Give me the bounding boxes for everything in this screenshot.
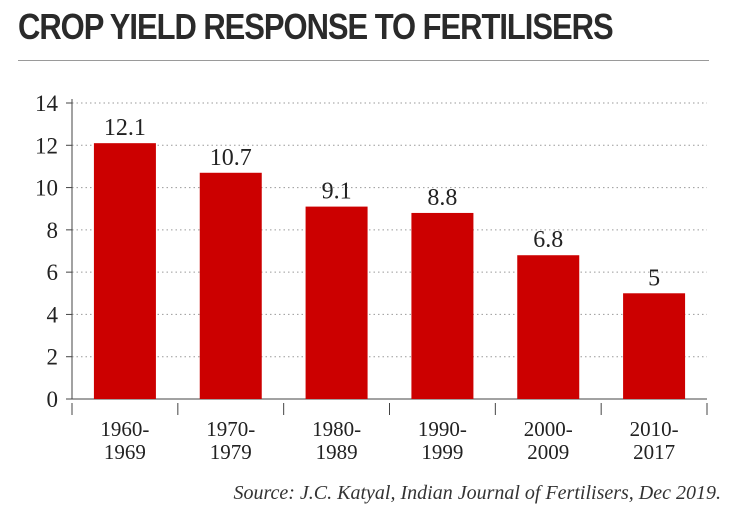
- y-tick-label: 10: [35, 176, 58, 201]
- x-category-label: 1960-: [100, 417, 149, 441]
- x-category-label: 1980-: [312, 417, 361, 441]
- y-tick-label: 4: [47, 302, 59, 327]
- bar: [93, 143, 156, 399]
- y-tick-label: 12: [35, 133, 58, 158]
- bar: [623, 293, 686, 399]
- source-note: Source: J.C. Katyal, Indian Journal of F…: [233, 482, 721, 504]
- bar-value-label: 12.1: [104, 115, 146, 141]
- bar-value-label: 5: [648, 265, 660, 291]
- bars: [93, 143, 686, 399]
- x-category-label: 1979: [210, 440, 252, 464]
- bar: [199, 172, 262, 399]
- bar-value-label: 10.7: [210, 145, 252, 171]
- y-tick-label: 0: [47, 387, 59, 412]
- bar: [411, 212, 474, 399]
- x-category-label: 2000-: [524, 417, 573, 441]
- title-divider: [18, 60, 709, 61]
- axes: [66, 99, 708, 415]
- x-category-label: 2009: [527, 440, 569, 464]
- x-category-label: 2017: [633, 440, 675, 464]
- bar: [517, 255, 580, 399]
- bar-value-label: 8.8: [427, 185, 457, 211]
- bar-value-label: 9.1: [322, 179, 352, 205]
- x-category-label: 1989: [316, 440, 358, 464]
- bar: [305, 206, 368, 399]
- x-category-label: 1969: [104, 440, 146, 464]
- x-category-label: 2010-: [630, 417, 679, 441]
- bar-value-label: 6.8: [533, 227, 563, 253]
- x-category-label: 1970-: [206, 417, 255, 441]
- x-category-label: 1990-: [418, 417, 467, 441]
- y-tick-label: 6: [47, 260, 59, 285]
- y-tick-label: 14: [35, 91, 59, 116]
- y-tick-label: 8: [47, 218, 59, 243]
- y-tick-label: 2: [47, 345, 59, 370]
- x-category-label: 1999: [421, 440, 463, 464]
- gridlines: [72, 102, 707, 358]
- labels: 0 2 4 6 8 10 12 14 12.1 1960-1969 10.7 1970-1979 9.1…: [35, 91, 679, 464]
- chart-title: CROP YIELD RESPONSE TO FERTILISERS: [18, 6, 614, 47]
